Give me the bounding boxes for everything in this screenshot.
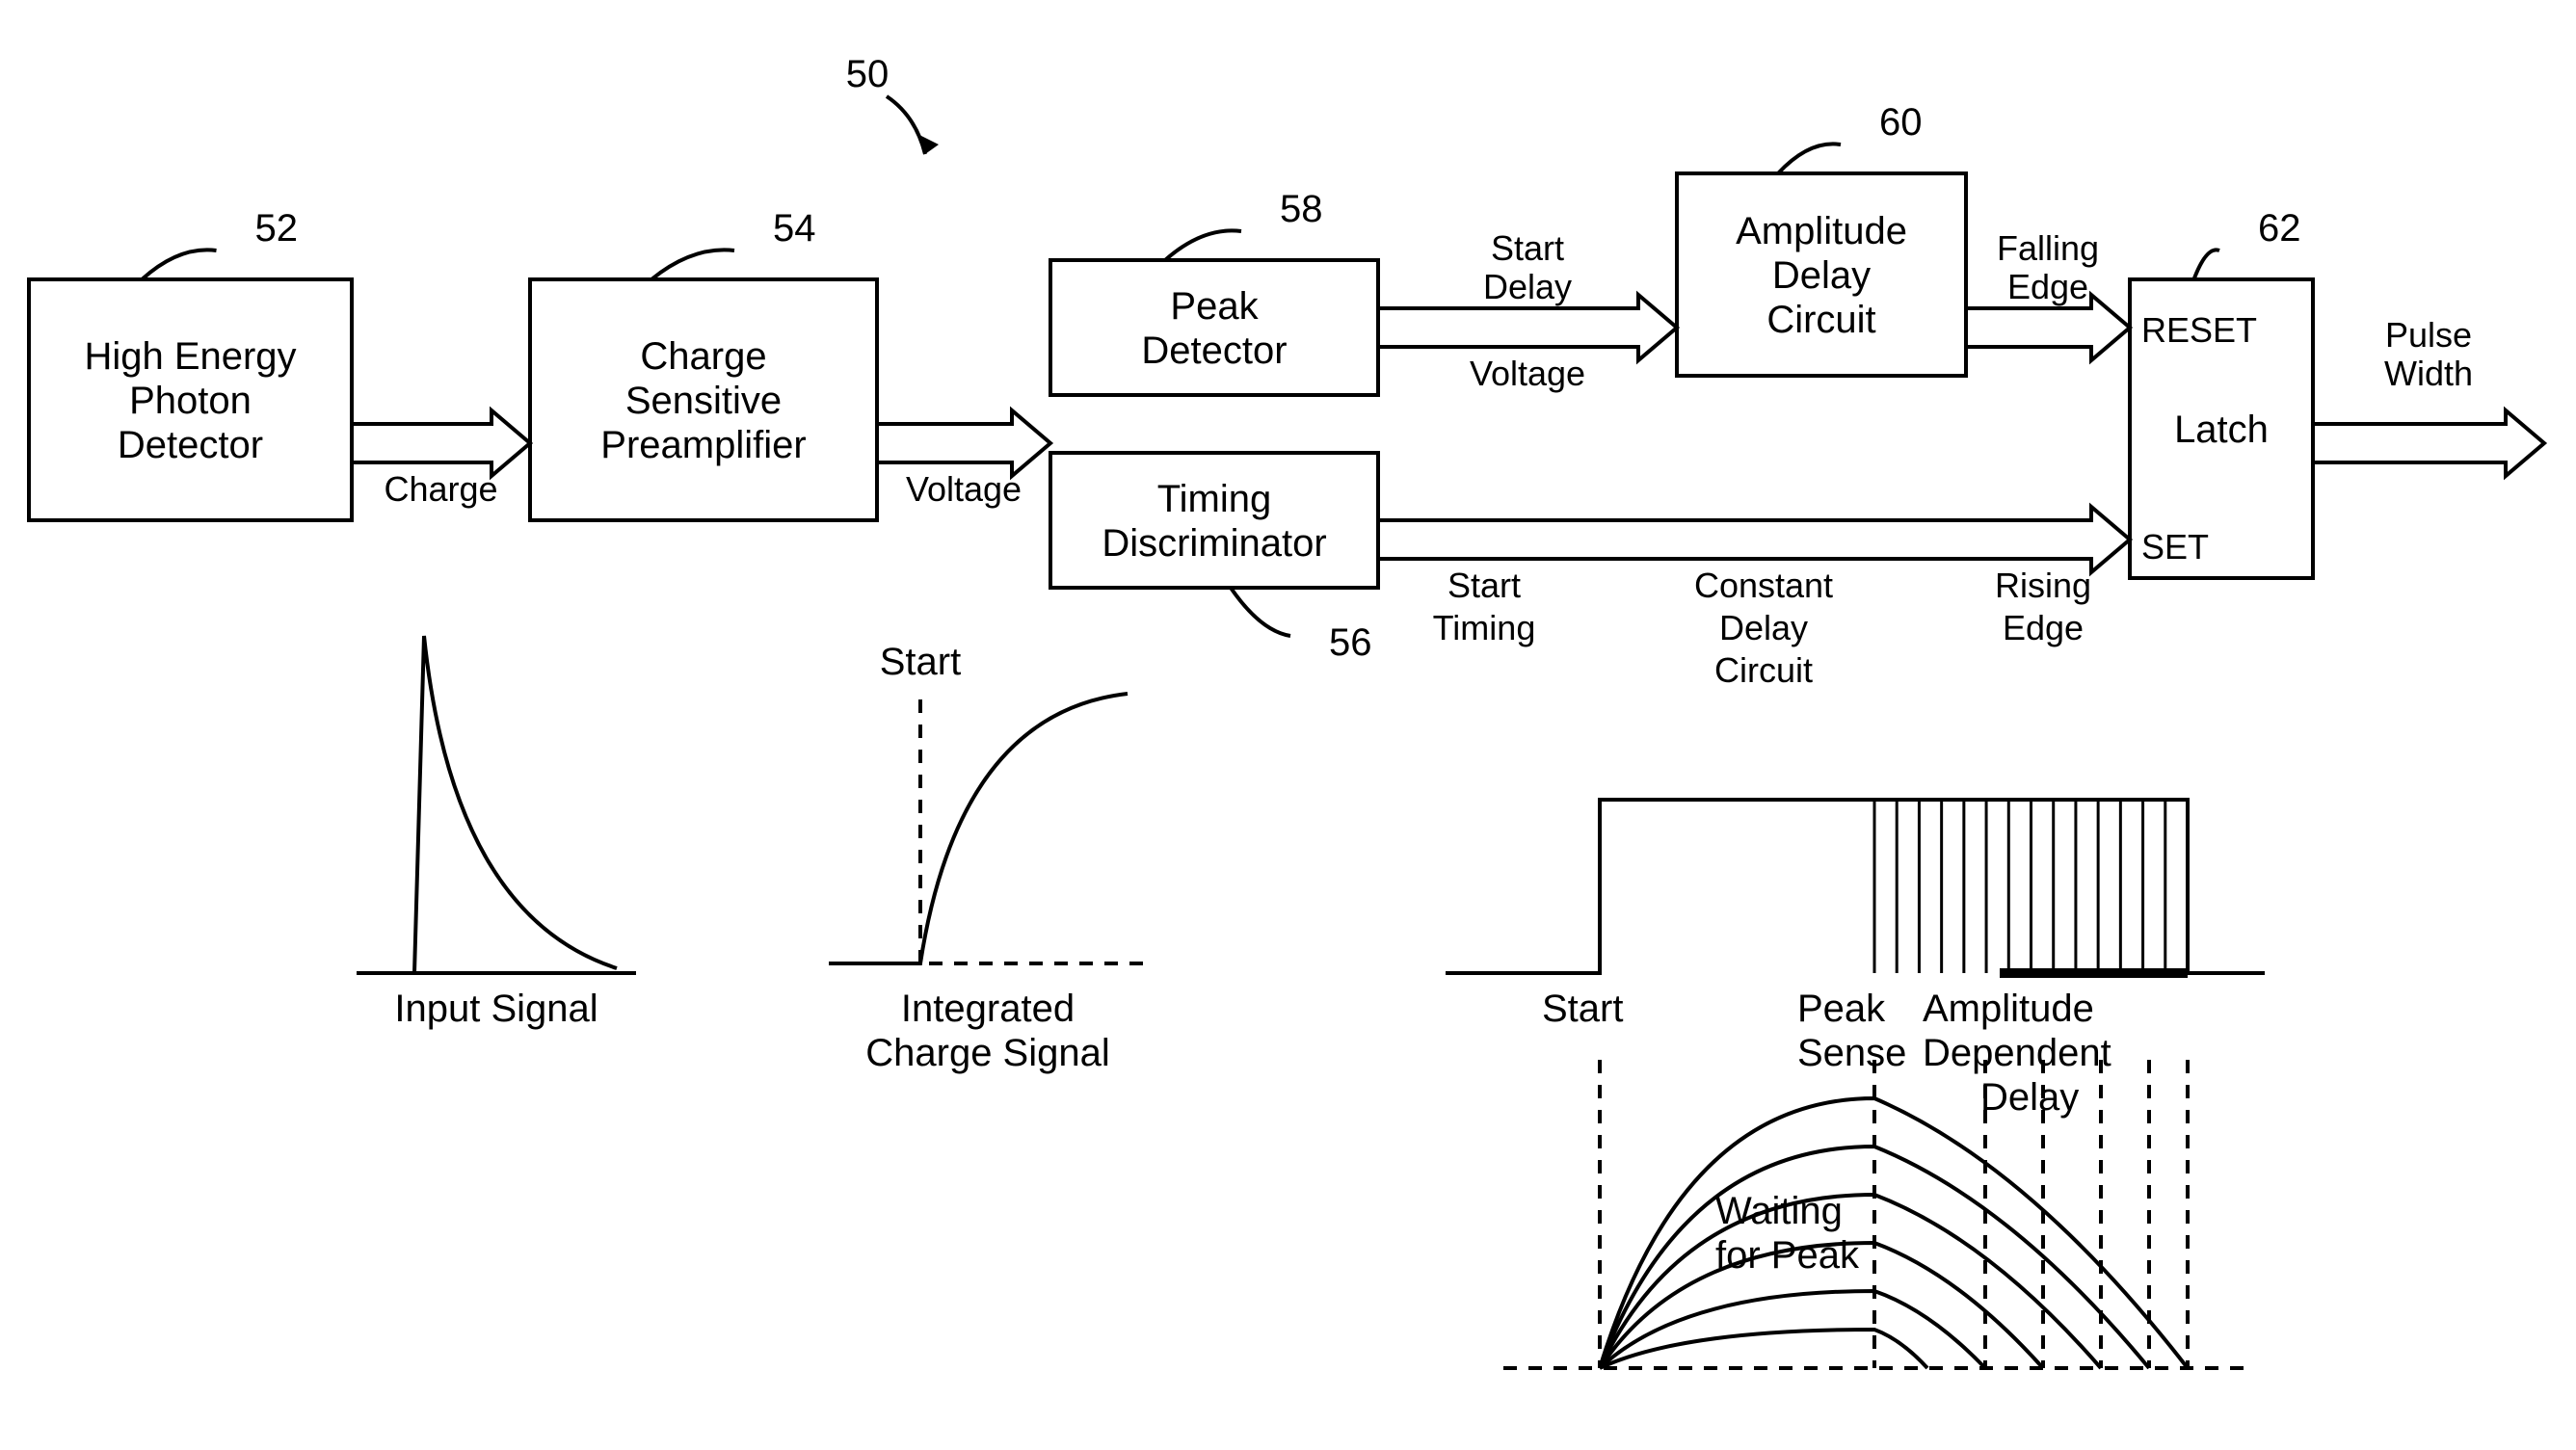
- timing-amp1: Amplitude: [1923, 988, 2094, 1030]
- arrow-timing-latch-l1: Timing: [1433, 608, 1536, 647]
- arrow-timing-latch-l2: Constant: [1694, 566, 1833, 605]
- peak-label-1: Detector: [1141, 330, 1287, 372]
- timing-ref-leader: [1231, 588, 1290, 636]
- detector-label-1: Photon: [129, 380, 252, 422]
- peak-label-0: Peak: [1170, 285, 1259, 328]
- peak-wait2: for Peak: [1715, 1234, 1860, 1277]
- arrow-det-pre-label: Charge: [384, 469, 497, 509]
- timing-start-label: Start: [1542, 988, 1623, 1030]
- timing-amp3: Delay: [1980, 1076, 2079, 1119]
- timing-amp2: Dependent: [1923, 1032, 2111, 1074]
- latch-ref: 62: [2258, 207, 2301, 250]
- peak-ref: 58: [1280, 188, 1323, 230]
- input-signal-curve: [414, 636, 617, 973]
- arrow-peak-amp-la2: Delay: [1483, 267, 1572, 306]
- arrow-timing-latch-l3: Delay: [1719, 608, 1808, 647]
- detector-label-0: High Energy: [84, 335, 296, 378]
- peak-wait1: Waiting: [1715, 1190, 1843, 1232]
- arrow-timing-latch-l4: Circuit: [1714, 650, 1813, 690]
- ampDelay-ref-leader: [1778, 144, 1841, 173]
- figure-ref-leader: [887, 96, 925, 154]
- int-signal-label2: Charge Signal: [865, 1032, 1110, 1074]
- preamp-ref-leader: [651, 250, 734, 279]
- arrow-amp-latch-la2: Edge: [2007, 267, 2088, 306]
- arrow-latch-out-la2: Width: [2384, 354, 2473, 393]
- peak-ref-leader: [1165, 230, 1241, 260]
- detector-label-2: Detector: [118, 424, 263, 466]
- timing-peak1: Peak: [1797, 988, 1886, 1030]
- int-signal-start-label: Start: [880, 641, 961, 683]
- timing-peak2: Sense: [1797, 1032, 1906, 1074]
- preamp-ref: 54: [773, 207, 816, 250]
- input-signal-label: Input Signal: [394, 988, 598, 1030]
- preamp-label-0: Charge: [640, 335, 766, 378]
- int-signal-label1: Integrated: [901, 988, 1075, 1030]
- peak-curve-3: [1600, 1195, 2101, 1368]
- ampDelay-ref: 60: [1879, 101, 1923, 144]
- figure-ref: 50: [846, 53, 890, 95]
- arrow-det-pre: [352, 410, 530, 476]
- arrow-latch-out-la1: Pulse: [2385, 315, 2472, 355]
- detector-ref-leader: [142, 250, 216, 279]
- arrow-pre-split-label: Voltage: [906, 469, 1022, 509]
- arrow-timing-latch-l6: Edge: [2003, 608, 2084, 647]
- detector-ref: 52: [255, 207, 299, 250]
- arrow-amp-latch-la1: Falling: [1997, 228, 2099, 268]
- ampDelay-label-2: Circuit: [1766, 299, 1875, 341]
- timing-label-1: Discriminator: [1102, 522, 1326, 565]
- latch-label-0: Latch: [2174, 409, 2269, 451]
- arrow-timing-latch-l5: Rising: [1995, 566, 2091, 605]
- preamp-label-1: Sensitive: [625, 380, 782, 422]
- peak-curve-1: [1600, 1291, 1985, 1368]
- figure-ref-arrowhead: [919, 135, 939, 154]
- ampDelay-label-1: Delay: [1772, 254, 1871, 297]
- arrow-timing-latch-l0: Start: [1447, 566, 1521, 605]
- peak-block: [1050, 260, 1378, 395]
- timing-label-0: Timing: [1157, 478, 1272, 520]
- arrow-latch-out: [2313, 410, 2544, 476]
- arrow-pre-split: [877, 410, 1050, 476]
- preamp-label-2: Preamplifier: [600, 424, 806, 466]
- ampDelay-label-0: Amplitude: [1736, 210, 1907, 252]
- timing-ref: 56: [1329, 621, 1372, 664]
- timing-block: [1050, 453, 1378, 588]
- latch-reset-label: RESET: [2141, 310, 2257, 350]
- arrow-timing-latch: [1378, 507, 2130, 572]
- latch-ref-leader: [2194, 250, 2220, 279]
- int-signal-curve: [829, 694, 1128, 963]
- arrow-peak-amp-lb: Voltage: [1470, 354, 1585, 393]
- arrow-peak-amp-la1: Start: [1491, 228, 1564, 268]
- latch-set-label: SET: [2141, 527, 2209, 567]
